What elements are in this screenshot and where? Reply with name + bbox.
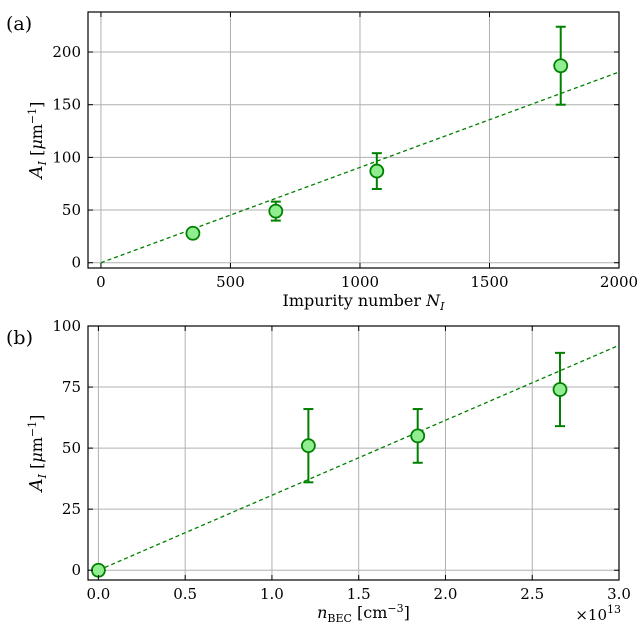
y-tick-label: 25 [62, 500, 81, 518]
x-axis-multiplier: ×1013 [575, 603, 621, 624]
panel-a: 0 500 1000 1500 2000 0 50 100 150 200 (a) AI [μm−1]… [6, 11, 638, 313]
x-tick-label: 1.5 [347, 585, 371, 603]
y-tick-label: 75 [62, 378, 81, 396]
panel-label: (a) [6, 13, 32, 35]
data-point [410, 428, 426, 444]
data-point [300, 438, 316, 454]
data-point [185, 225, 201, 241]
axes-frame [87, 325, 620, 581]
x-tick-label: 0.5 [173, 585, 197, 603]
data-point [553, 58, 569, 74]
y-tick-label: 100 [52, 148, 81, 166]
x-tick-label: 0 [96, 273, 106, 291]
x-tick-label: 500 [216, 273, 245, 291]
x-tick-label: 2.0 [434, 585, 458, 603]
x-tick-label: 0.0 [86, 585, 110, 603]
fit-line [98, 344, 619, 571]
x-tick-label: 3.0 [607, 585, 631, 603]
x-tick-label: 2.5 [520, 585, 544, 603]
panel-b: 0.0 0.5 1.0 1.5 2.0 2.5 3.0 0 25 50 75 100 (b) AI [μm… [6, 317, 631, 625]
x-tick-label: 1000 [341, 273, 379, 291]
x-tick-label: 1500 [470, 273, 508, 291]
x-axis-label: nBEC [cm−3] [317, 602, 410, 625]
y-tick-label: 50 [62, 439, 81, 457]
axes-frame [87, 11, 620, 269]
y-tick-label: 200 [52, 43, 81, 61]
x-tick-label: 1.0 [260, 585, 284, 603]
y-axis-label: AI [μm−1] [26, 415, 49, 494]
data-point [369, 163, 385, 179]
y-tick-label: 150 [52, 96, 81, 114]
y-tick-label: 0 [71, 561, 81, 579]
y-tick-label: 50 [62, 201, 81, 219]
data-point [91, 562, 106, 578]
x-tick-label: 2000 [600, 273, 638, 291]
y-tick-label: 100 [52, 317, 81, 335]
data-point [552, 382, 568, 397]
data-point [268, 203, 284, 219]
x-axis-label: Impurity number NI [283, 291, 446, 313]
y-tick-label: 0 [71, 254, 81, 272]
panel-label: (b) [6, 327, 33, 349]
y-axis-label: AI [μm−1] [26, 102, 49, 181]
